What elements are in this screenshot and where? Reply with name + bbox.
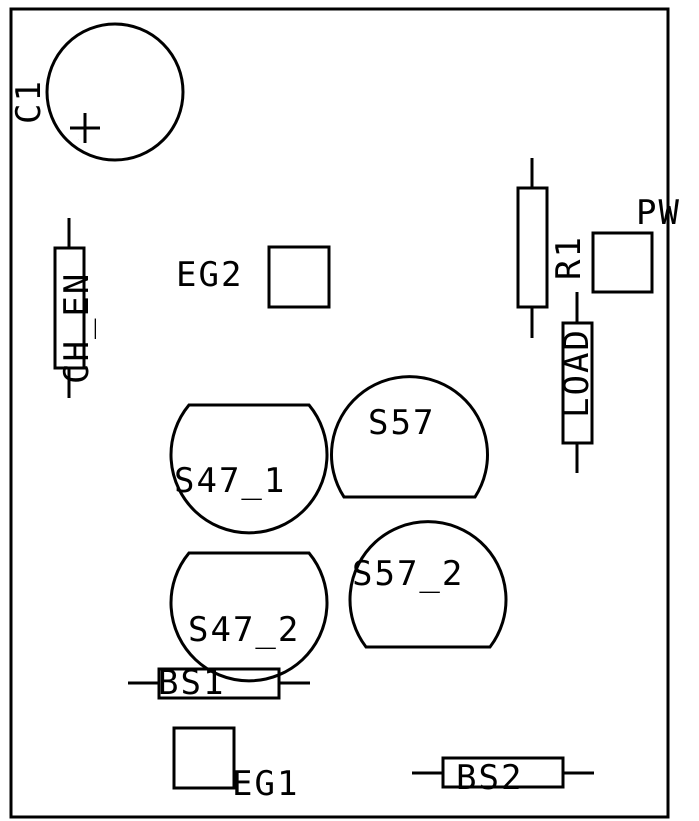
pad-eg1-label: EG1 <box>232 764 299 804</box>
resistor-r1-label: R1 <box>549 235 589 280</box>
resistor-bs2-label: BS2 <box>456 758 523 798</box>
transistor-s557[interactable]: S57 <box>330 375 489 499</box>
pad-eg2-label: EG2 <box>176 255 243 295</box>
pad-eg1-square <box>172 726 236 790</box>
transistor-s557-label: S57 <box>368 403 435 443</box>
capacitor-c1-label: C1 <box>9 79 49 124</box>
capacitor-c1-body <box>45 22 185 162</box>
transistor-s557-2-label: S57_2 <box>352 554 464 594</box>
resistor-bs1[interactable]: BS1 <box>128 663 310 703</box>
capacitor-c1[interactable]: C1 <box>9 22 185 162</box>
resistor-r1[interactable]: R1 <box>516 158 589 338</box>
capacitor-c1-polarity-label: + <box>78 138 79 141</box>
transistor-s557-2[interactable]: S57_2 <box>348 520 508 649</box>
resistor-bs2[interactable]: BS2 <box>412 756 594 798</box>
transistor-s557-outline <box>330 375 489 499</box>
transistor-s547-2[interactable]: S47_2 <box>169 551 329 683</box>
pad-eg1[interactable]: EG1 <box>172 726 299 804</box>
pad-eg2[interactable]: EG2 <box>176 245 331 309</box>
resistor-bs1-label: BS1 <box>158 663 225 703</box>
transistor-s547-1-outline <box>169 403 329 535</box>
resistor-r1-body <box>516 186 549 309</box>
transistor-s547-1[interactable]: S47_1 <box>169 403 329 535</box>
transistor-s557-2-outline <box>348 520 508 649</box>
resistor-load-label: LOAD <box>557 328 597 418</box>
pad-eg2-square <box>267 245 331 309</box>
pad-pw-square <box>591 231 654 294</box>
transistor-s547-2-outline <box>169 551 329 683</box>
resistor-ch-en[interactable]: CH_EN <box>53 218 97 398</box>
resistor-ch-en-label: CH_EN <box>57 272 97 384</box>
pad-pw[interactable]: PW <box>591 193 681 294</box>
transistor-s547-2-label: S47_2 <box>188 610 300 650</box>
pad-pw-label: PW <box>636 193 681 233</box>
resistor-load[interactable]: LOAD <box>557 292 597 473</box>
board-outline <box>9 7 670 819</box>
transistor-s547-1-label: S47_1 <box>174 461 286 501</box>
